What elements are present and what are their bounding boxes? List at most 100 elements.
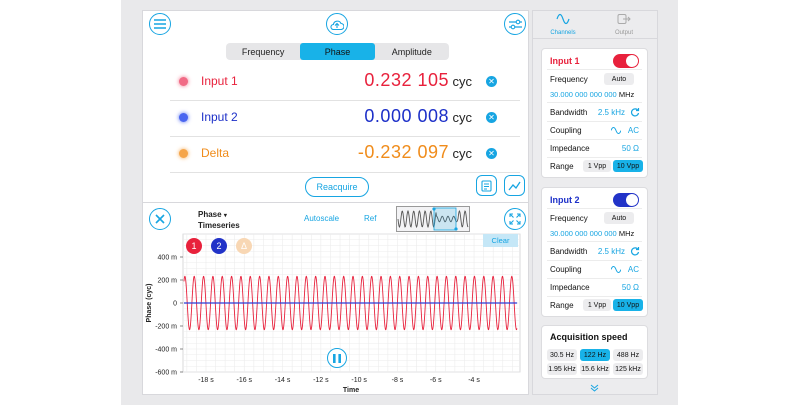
y-tick-label: 400 m <box>158 255 178 262</box>
plot-mode-sublabel: Timeseries <box>198 221 240 230</box>
ac-wave-icon <box>611 127 621 134</box>
y-tick-label: -400 m <box>155 347 177 354</box>
section-divider <box>143 202 528 203</box>
enable-toggle[interactable] <box>613 54 639 68</box>
card-title: Input 2 <box>550 195 580 205</box>
channel-marker-1[interactable]: 1 <box>186 238 202 254</box>
speed-option[interactable]: 1.95 kHz <box>547 363 577 375</box>
enable-toggle[interactable] <box>613 193 639 207</box>
tab-amplitude[interactable]: Amplitude <box>391 46 432 57</box>
speed-option[interactable]: 30.5 Hz <box>547 349 577 361</box>
remove-icon[interactable]: ✕ <box>486 112 497 123</box>
channel-unit: cyc <box>452 146 473 161</box>
clear-button[interactable]: Clear <box>483 234 518 247</box>
phase-timeseries-chart[interactable]: 400 m 200 m 0 -200 m -400 m -600 m -18 s -16 s… <box>143 232 529 395</box>
x-tick-label: -18 s <box>198 377 214 384</box>
frequency-label: Frequency <box>550 75 588 84</box>
remove-icon[interactable]: ✕ <box>486 76 497 87</box>
plot-mode-label: Phase <box>198 210 222 219</box>
tab-frequency[interactable]: Frequency <box>241 46 285 57</box>
sidebar-tab-output[interactable]: Output <box>609 12 639 36</box>
channel-marker-2[interactable]: 2 <box>211 238 227 254</box>
pause-button[interactable] <box>327 348 347 368</box>
impedance-value[interactable]: 50 Ω <box>621 144 639 153</box>
speed-option[interactable]: 15.6 kHz <box>580 363 610 375</box>
sidebar-tab-label: Channels <box>550 30 576 36</box>
channel-dot <box>179 149 188 158</box>
sidebar-tab-channels[interactable]: Channels <box>548 12 578 36</box>
frequency-auto-button[interactable]: Auto <box>604 212 634 224</box>
waveform-icon <box>556 13 570 25</box>
frequency-value[interactable]: 30.000 000 000 000 MHz <box>550 90 635 99</box>
x-tick-label: -6 s <box>430 377 442 384</box>
channel-card-input-1: Input 1 Frequency Auto 30.000 000 000 00… <box>541 48 648 178</box>
range-10vpp-button[interactable]: 10 Vpp <box>613 160 643 172</box>
coupling-value[interactable]: AC <box>627 265 639 274</box>
chevron-down-icon[interactable] <box>590 384 599 392</box>
channel-name: Delta <box>201 146 230 160</box>
close-plot-button[interactable] <box>149 208 171 230</box>
range-label: Range <box>550 301 574 310</box>
channel-unit: cyc <box>452 110 473 125</box>
hamburger-icon <box>154 19 166 29</box>
speed-option[interactable]: 125 kHz <box>613 363 643 375</box>
ref-button[interactable]: Ref <box>364 214 377 223</box>
y-tick-label: 0 <box>173 301 177 308</box>
card-title: Acquisition speed <box>550 332 628 342</box>
bandwidth-value[interactable]: 2.5 kHz <box>597 247 625 256</box>
reacquire-button[interactable]: Reacquire <box>305 177 369 197</box>
remove-icon[interactable]: ✕ <box>486 148 497 159</box>
range-10vpp-button[interactable]: 10 Vpp <box>613 299 643 311</box>
log-button[interactable] <box>476 175 497 196</box>
divider <box>170 100 520 101</box>
measurement-tabs: Frequency Phase Amplitude <box>226 43 449 60</box>
y-tick-label: -200 m <box>155 324 177 331</box>
fullscreen-button[interactable] <box>504 208 526 230</box>
coupling-label: Coupling <box>550 126 582 135</box>
coupling-value[interactable]: AC <box>627 126 639 135</box>
autoscale-button[interactable]: Autoscale <box>304 214 340 223</box>
impedance-label: Impedance <box>550 283 590 292</box>
range-label: Range <box>550 162 574 171</box>
chart-button[interactable] <box>504 175 525 196</box>
x-tick-label: -12 s <box>313 377 329 384</box>
card-title: Input 1 <box>550 56 580 66</box>
cloud-upload-button[interactable] <box>326 13 348 35</box>
y-tick-label: 200 m <box>158 278 178 285</box>
expand-icon <box>509 213 521 225</box>
series-input-1-line <box>183 275 518 331</box>
channel-value: -0.232 097 <box>357 142 449 162</box>
pause-icon <box>333 353 341 363</box>
divider <box>170 136 520 137</box>
speed-option[interactable]: 488 Hz <box>613 349 643 361</box>
divider <box>533 38 657 39</box>
range-1vpp-button[interactable]: 1 Vpp <box>583 299 611 311</box>
output-icon <box>617 14 631 24</box>
cloud-upload-icon <box>330 20 344 30</box>
impedance-value[interactable]: 50 Ω <box>621 283 639 292</box>
bandwidth-value[interactable]: 2.5 kHz <box>597 108 625 117</box>
bandwidth-label: Bandwidth <box>550 247 588 256</box>
settings-sliders-button[interactable] <box>504 13 526 35</box>
frequency-auto-button[interactable]: Auto <box>604 73 634 85</box>
x-tick-label: -14 s <box>275 377 291 384</box>
readout-row-input-1: Input 1 0.232 105 cyc ✕ <box>170 64 505 100</box>
speed-option-selected[interactable]: 122 Hz <box>580 349 610 361</box>
notes-icon <box>480 179 492 192</box>
channel-marker-delta[interactable]: Δ <box>236 238 252 254</box>
readout-row-input-2: Input 2 0.000 008 cyc ✕ <box>170 100 505 136</box>
overview-thumbnail[interactable] <box>396 206 470 232</box>
bandwidth-label: Bandwidth <box>550 108 588 117</box>
refresh-icon[interactable] <box>630 107 640 117</box>
menu-button[interactable] <box>149 13 171 35</box>
chevron-down-icon: ▾ <box>223 213 227 219</box>
tab-phase[interactable]: Phase <box>300 43 375 60</box>
y-axis-label: Phase (cyc) <box>146 284 153 323</box>
frequency-value[interactable]: 30.000 000 000 000 MHz <box>550 229 635 238</box>
trend-chart-icon <box>508 181 521 191</box>
divider <box>170 172 520 173</box>
x-axis-label: Time <box>343 387 359 394</box>
refresh-icon[interactable] <box>630 246 640 256</box>
plot-mode-selector[interactable]: Phase ▾ Timeseries <box>198 210 240 230</box>
range-1vpp-button[interactable]: 1 Vpp <box>583 160 611 172</box>
